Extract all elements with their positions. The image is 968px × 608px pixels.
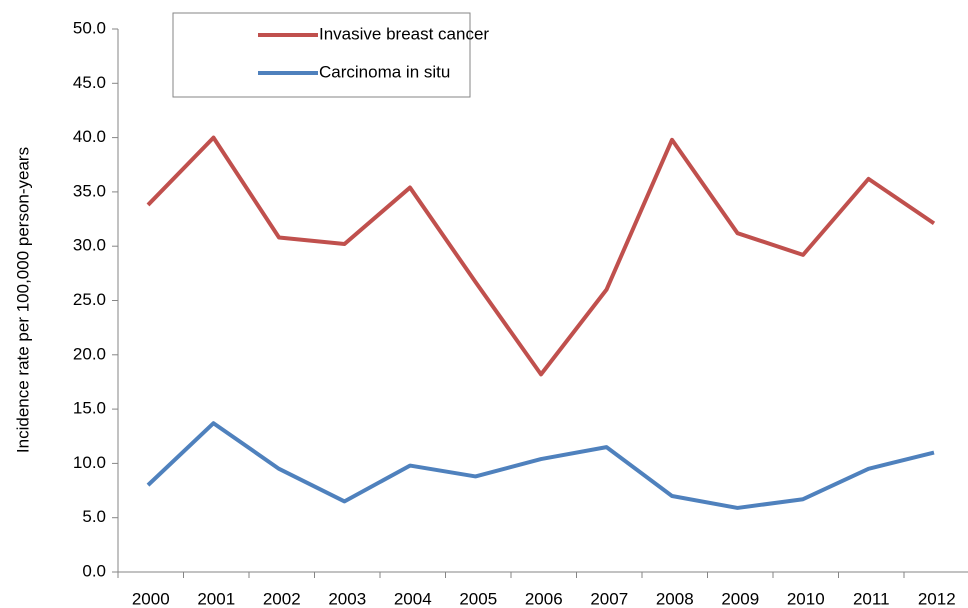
legend-box: [172, 12, 471, 98]
x-tick-label: 2004: [394, 589, 432, 608]
line-series: [146, 421, 935, 510]
y-tick-label: 40.0: [73, 127, 106, 146]
y-tick-label: 5.0: [82, 507, 106, 526]
y-tick-label: 30.0: [73, 236, 106, 255]
x-tick-label: 2009: [721, 589, 759, 608]
x-tick-label: 2005: [459, 589, 497, 608]
x-tick-label: 2000: [132, 589, 170, 608]
line-series: [146, 135, 936, 377]
x-tick-label: 2012: [918, 589, 956, 608]
y-tick-label: 35.0: [73, 181, 106, 200]
y-tick-label: 50.0: [73, 18, 106, 37]
y-tick-label: 15.0: [73, 399, 106, 418]
y-tick-label: 0.0: [82, 561, 106, 580]
x-tick-label: 2001: [197, 589, 235, 608]
x-tick-label: 2006: [525, 589, 563, 608]
x-tick-label: 2002: [263, 589, 301, 608]
legend-label: Invasive breast cancer: [319, 24, 489, 43]
x-tick-label: 2011: [853, 589, 890, 608]
x-tick-label: 2008: [656, 589, 694, 608]
y-tick-label: 25.0: [73, 290, 106, 309]
y-tick-label: 10.0: [73, 453, 106, 472]
x-tick-label: 2010: [787, 589, 825, 608]
y-tick-label: 20.0: [73, 344, 106, 363]
y-tick-label: 45.0: [73, 73, 106, 92]
x-tick-label: 2007: [590, 589, 628, 608]
x-tick-label: 2003: [328, 589, 366, 608]
legend-label: Carcinoma in situ: [319, 62, 450, 81]
y-axis-label: Incidence rate per 100,000 person-years: [13, 147, 32, 453]
